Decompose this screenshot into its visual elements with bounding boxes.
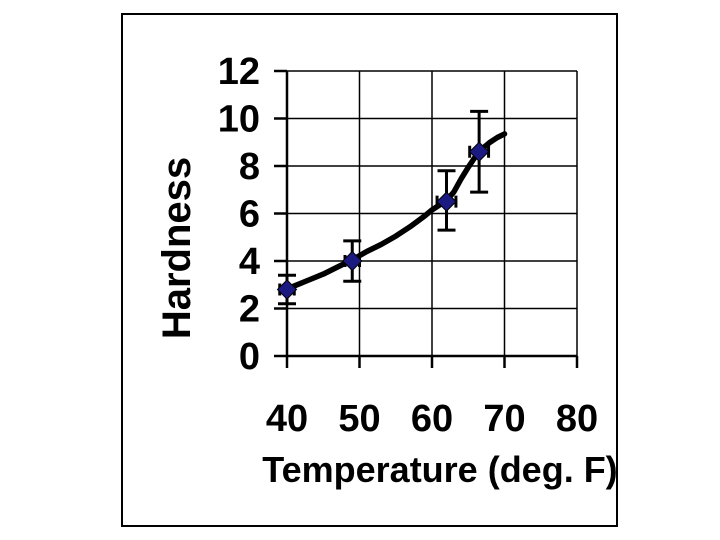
y-tick-label: 10	[218, 99, 260, 141]
x-tick-label: 60	[411, 398, 453, 440]
chart-plot-area: 40 50 60 70 80 0 2 4 6 8 10 12	[218, 51, 598, 440]
x-tick-label: 40	[266, 398, 308, 440]
x-tick-label: 80	[556, 398, 598, 440]
y-tick-label: 8	[239, 146, 260, 188]
x-tick-label: 50	[338, 398, 380, 440]
y-tick-label: 12	[218, 51, 260, 93]
y-tick-label: 6	[239, 194, 260, 236]
y-axis-title: Hardness	[155, 157, 199, 339]
data-point-marker	[436, 191, 457, 212]
data-point-marker	[276, 279, 298, 300]
data-point-marker	[342, 250, 363, 272]
y-tick-label: 2	[239, 289, 260, 331]
data-point-marker	[468, 141, 490, 162]
x-axis-title: Temperature (deg. F)	[262, 449, 617, 490]
chart-frame	[121, 13, 618, 527]
y-tick-label: 0	[239, 336, 260, 378]
trend-line	[282, 131, 508, 294]
y-tick-label: 4	[239, 241, 260, 283]
x-tick-label: 70	[483, 398, 525, 440]
